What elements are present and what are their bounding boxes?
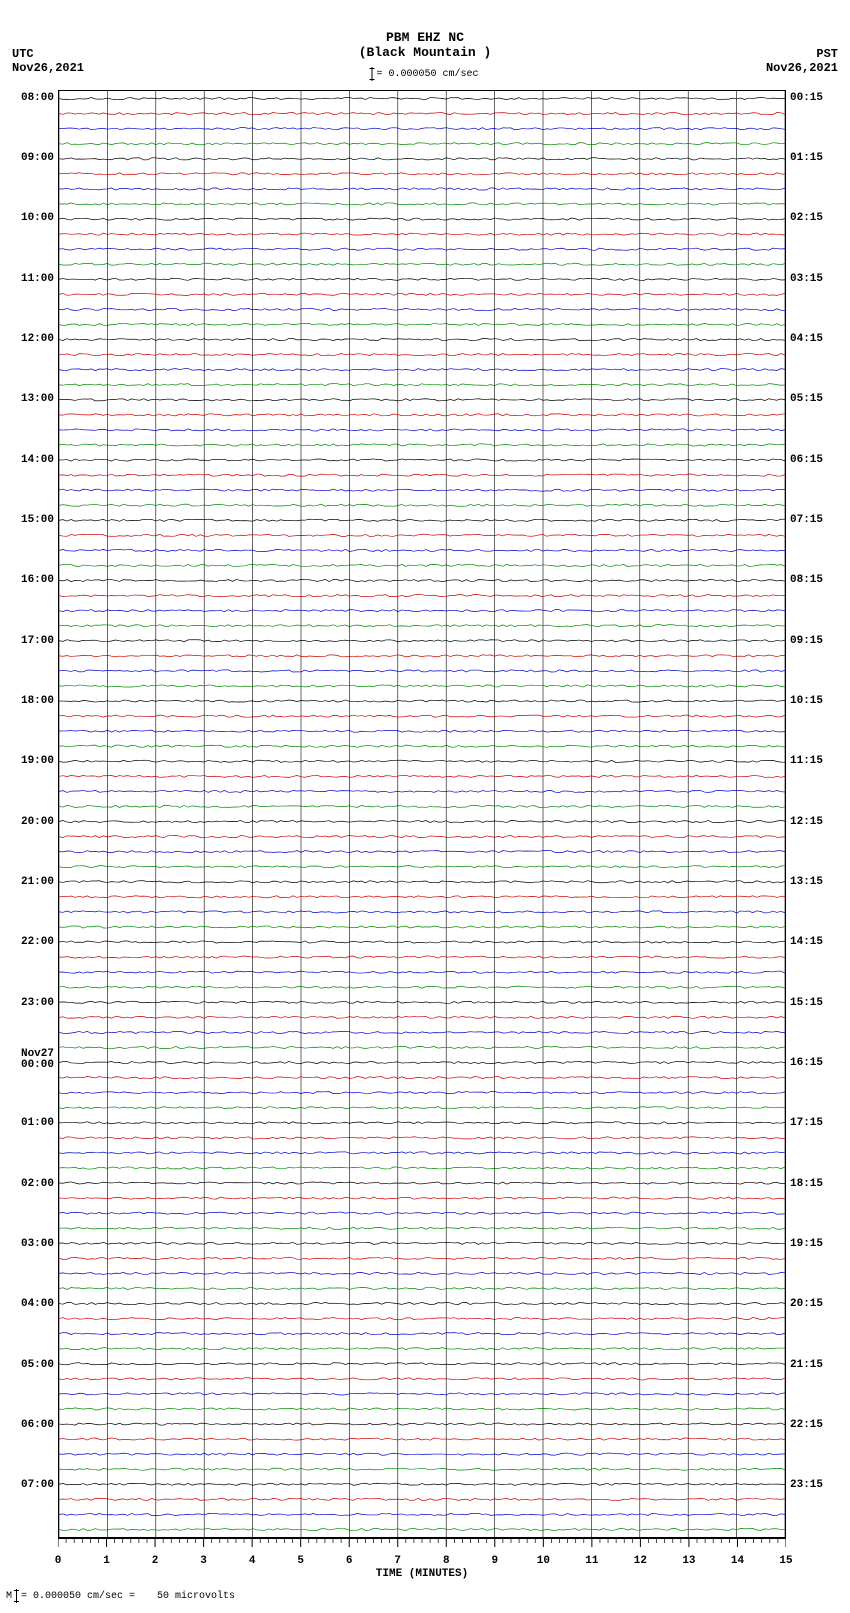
left-time-label: 12:00	[21, 334, 54, 345]
xaxis-ticks	[58, 1538, 786, 1556]
right-time-label: 13:15	[790, 877, 823, 888]
footer-scale-bar-icon	[16, 1589, 17, 1603]
right-time-label: 00:15	[790, 93, 823, 104]
left-time-label: 13:00	[21, 394, 54, 405]
left-time-label: Nov27 00:00	[21, 1049, 54, 1071]
xtick-label: 7	[394, 1555, 401, 1567]
right-time-label: 18:15	[790, 1179, 823, 1190]
x-axis: TIME (MINUTES) 0123456789101112131415	[58, 1538, 786, 1578]
right-time-label: 15:15	[790, 998, 823, 1009]
right-time-label: 08:15	[790, 575, 823, 586]
xtick-label: 8	[443, 1555, 450, 1567]
right-time-label: 21:15	[790, 1360, 823, 1371]
xtick-label: 5	[297, 1555, 304, 1567]
left-time-label: 18:00	[21, 696, 54, 707]
footer-prefix: M	[6, 1591, 12, 1602]
right-time-label: 01:15	[790, 153, 823, 164]
scale-text: = 0.000050 cm/sec	[376, 69, 478, 80]
xtick-label: 2	[152, 1555, 159, 1567]
left-time-label: 07:00	[21, 1480, 54, 1491]
left-time-label: 14:00	[21, 455, 54, 466]
right-time-label: 09:15	[790, 636, 823, 647]
xtick-label: 4	[249, 1555, 256, 1567]
left-time-label: 08:00	[21, 93, 54, 104]
right-time-label: 17:15	[790, 1118, 823, 1129]
right-time-label: 22:15	[790, 1420, 823, 1431]
right-time-label: 12:15	[790, 817, 823, 828]
xtick-label: 11	[585, 1555, 598, 1567]
xtick-label: 1	[103, 1555, 110, 1567]
left-time-label: 09:00	[21, 153, 54, 164]
xtick-label: 10	[537, 1555, 550, 1567]
xtick-label: 15	[779, 1555, 792, 1567]
left-time-label: 20:00	[21, 817, 54, 828]
tz-left-date: Nov26,2021	[12, 61, 84, 75]
left-time-label: 21:00	[21, 877, 54, 888]
left-time-labels: 08:00 09:00 10:00 11:00 12:00 13:00 14:00 15:00…	[0, 90, 56, 1538]
left-time-label: 16:00	[21, 575, 54, 586]
helicorder-plot	[58, 90, 786, 1538]
right-time-label: 03:15	[790, 274, 823, 285]
scale-note: = 0.000050 cm/sec	[371, 67, 478, 81]
tz-right-label: PST	[766, 47, 838, 61]
tz-right-block: PST Nov26,2021	[766, 47, 838, 75]
left-time-label: 19:00	[21, 756, 54, 767]
right-time-label: 02:15	[790, 213, 823, 224]
right-time-label: 23:15	[790, 1480, 823, 1491]
left-time-label: 11:00	[21, 274, 54, 285]
tz-right-date: Nov26,2021	[766, 61, 838, 75]
left-time-label: 10:00	[21, 213, 54, 224]
left-time-label: 15:00	[21, 515, 54, 526]
right-time-label: 10:15	[790, 696, 823, 707]
right-time-label: 14:15	[790, 937, 823, 948]
tz-left-label: UTC	[12, 47, 84, 61]
scale-bar-icon	[371, 67, 372, 81]
left-time-label: 06:00	[21, 1420, 54, 1431]
left-time-label: 01:00	[21, 1118, 54, 1129]
left-time-label: 23:00	[21, 998, 54, 1009]
left-time-label: 05:00	[21, 1360, 54, 1371]
footer-text-left: = 0.000050 cm/sec =	[21, 1591, 135, 1602]
left-time-label: 03:00	[21, 1239, 54, 1250]
left-time-label: 22:00	[21, 937, 54, 948]
left-time-label: 04:00	[21, 1299, 54, 1310]
right-time-label: 04:15	[790, 334, 823, 345]
right-time-label: 07:15	[790, 515, 823, 526]
left-time-label: 02:00	[21, 1179, 54, 1190]
station-title: PBM EHZ NC	[0, 30, 850, 45]
footer-scale: M = 0.000050 cm/sec = 50 microvolts	[6, 1589, 235, 1603]
left-time-label: 17:00	[21, 636, 54, 647]
right-time-label: 20:15	[790, 1299, 823, 1310]
xtick-label: 9	[491, 1555, 498, 1567]
right-time-labels: 00:15 01:15 02:15 03:15 04:15 05:15 06:15 07:15…	[788, 90, 850, 1538]
right-time-label: 11:15	[790, 756, 823, 767]
xtick-label: 0	[55, 1555, 62, 1567]
xtick-label: 3	[200, 1555, 207, 1567]
right-time-label: 16:15	[790, 1058, 823, 1069]
xtick-label: 6	[346, 1555, 353, 1567]
tz-left-block: UTC Nov26,2021	[12, 47, 84, 75]
xtick-label: 14	[731, 1555, 744, 1567]
xaxis-title: TIME (MINUTES)	[376, 1568, 468, 1580]
right-time-label: 05:15	[790, 394, 823, 405]
footer-text-right: 50 microvolts	[157, 1591, 235, 1602]
xtick-label: 12	[634, 1555, 647, 1567]
station-name: (Black Mountain )	[0, 45, 850, 60]
xtick-label: 13	[682, 1555, 695, 1567]
plot-svg	[59, 91, 785, 1537]
right-time-label: 19:15	[790, 1239, 823, 1250]
right-time-label: 06:15	[790, 455, 823, 466]
